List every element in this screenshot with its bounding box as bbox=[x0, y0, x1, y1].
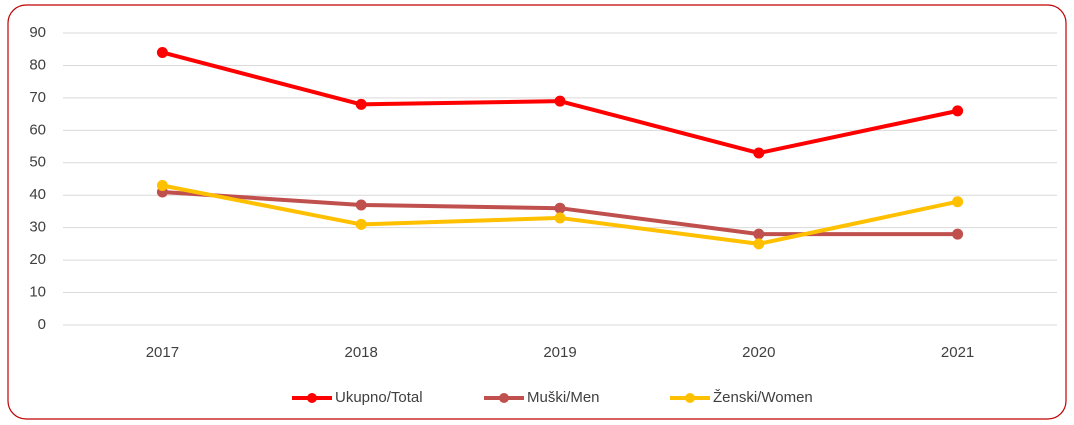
point bbox=[355, 98, 367, 110]
y-tick-label: 70 bbox=[29, 89, 46, 106]
y-tick-label: 20 bbox=[29, 251, 46, 268]
point bbox=[355, 218, 367, 230]
x-tick-label: 2021 bbox=[941, 344, 974, 361]
point bbox=[156, 46, 168, 58]
legend-label: Ženski/Women bbox=[713, 389, 813, 406]
point bbox=[554, 95, 566, 107]
y-tick-label: 30 bbox=[29, 219, 46, 236]
chart-border bbox=[7, 4, 1067, 420]
x-tick-label: 2020 bbox=[742, 344, 775, 361]
point bbox=[156, 179, 168, 191]
legend-marker bbox=[307, 393, 317, 403]
y-tick-label: 40 bbox=[29, 186, 46, 203]
x-tick-label: 2017 bbox=[146, 344, 179, 361]
legend-marker bbox=[685, 393, 695, 403]
point bbox=[952, 228, 964, 240]
legend-marker bbox=[499, 393, 509, 403]
y-tick-label: 80 bbox=[29, 56, 46, 73]
legend-label: Ukupno/Total bbox=[335, 389, 423, 406]
point bbox=[554, 202, 566, 214]
point bbox=[753, 147, 765, 159]
legend-label: Muški/Men bbox=[527, 389, 600, 406]
point bbox=[952, 196, 964, 208]
y-tick-label: 90 bbox=[29, 24, 46, 41]
point bbox=[554, 212, 566, 224]
point bbox=[753, 228, 765, 240]
y-tick-label: 10 bbox=[29, 284, 46, 301]
y-tick-label: 0 bbox=[38, 316, 46, 333]
y-tick-label: 50 bbox=[29, 154, 46, 171]
x-tick-label: 2018 bbox=[345, 344, 378, 361]
point bbox=[952, 105, 964, 117]
point bbox=[753, 238, 765, 250]
x-tick-label: 2019 bbox=[543, 344, 576, 361]
point bbox=[355, 199, 367, 211]
y-tick-label: 60 bbox=[29, 121, 46, 138]
